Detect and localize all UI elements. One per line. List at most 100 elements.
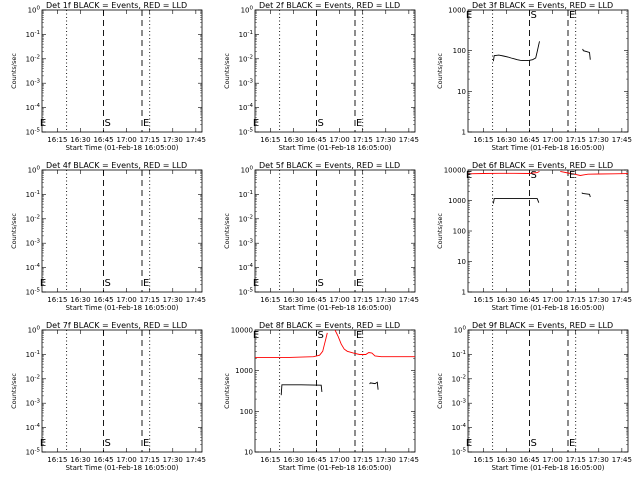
panel-det-9: Det 9f BLACK = Events, RED = LLD 100 10-1 1… [436, 321, 632, 472]
x-tick-label: 17:00 [117, 136, 137, 144]
y-tick-label: 10-1 [239, 190, 253, 199]
event-rate-line [492, 198, 540, 204]
x-tick-label: 17:30 [376, 296, 396, 304]
event-marker-s: S [531, 10, 537, 21]
panel-title: Det 8f BLACK = Events, RED = LLD [259, 321, 400, 330]
event-marker-e: E [466, 10, 472, 21]
x-tick-label: 17:15 [566, 136, 586, 144]
y-axis-label: Counts/sec [436, 53, 444, 89]
y-tick-label: 10 [244, 449, 253, 457]
event-marker-e: E [40, 438, 46, 449]
event-rate-line [369, 381, 379, 390]
x-tick-label: 16:45 [93, 136, 113, 144]
y-tick-label: 10-2 [26, 214, 40, 223]
y-tick-label: 10-4 [26, 263, 41, 272]
y-tick-label: 10-4 [26, 423, 41, 432]
x-tick-label: 16:15 [473, 136, 493, 144]
event-marker-e: E [143, 278, 149, 289]
x-tick-label: 16:30 [496, 296, 516, 304]
x-axis-label: Start Time (01-Feb-18 16:05:00) [278, 144, 391, 152]
x-tick-label: 17:00 [543, 136, 563, 144]
y-tick-label: 10-3 [239, 79, 254, 88]
panel-title: Det 3f BLACK = Events, RED = LLD [472, 1, 613, 10]
x-axis-label: Start Time (01-Feb-18 16:05:00) [278, 464, 391, 472]
x-tick-label: 16:30 [70, 456, 90, 464]
x-tick-label: 17:00 [330, 136, 350, 144]
lld-rate-line [334, 329, 415, 358]
x-tick-label: 16:30 [283, 456, 303, 464]
y-tick-label: 10000 [444, 167, 466, 175]
y-tick-label: 10-2 [239, 54, 253, 63]
panel-det-7: Det 7f BLACK = Events, RED = LLD 100 10-1 1… [10, 321, 206, 472]
x-tick-label: 17:30 [589, 136, 609, 144]
y-tick-label: 10-4 [26, 103, 41, 112]
y-tick-label: 10-3 [26, 239, 41, 248]
event-rate-line [492, 41, 540, 62]
y-tick-label: 10-5 [26, 288, 41, 297]
x-tick-label: 17:30 [589, 296, 609, 304]
event-rate-line [581, 192, 591, 198]
x-axis-label: Start Time (01-Feb-18 16:05:00) [491, 304, 604, 312]
x-tick-label: 16:15 [260, 136, 280, 144]
y-tick-label: 10-3 [452, 399, 467, 408]
panel-title: Det 7f BLACK = Events, RED = LLD [46, 321, 187, 330]
panel-title: Det 9f BLACK = Events, RED = LLD [472, 321, 613, 330]
x-tick-label: 17:30 [163, 296, 183, 304]
event-marker-e: E [143, 118, 149, 129]
x-tick-label: 17:00 [117, 296, 137, 304]
y-tick-label: 100 [453, 47, 466, 55]
x-tick-label: 17:45 [399, 456, 419, 464]
x-tick-label: 17:45 [399, 296, 419, 304]
y-axis-label: Counts/sec [10, 53, 18, 89]
y-tick-label: 10-5 [26, 448, 41, 457]
y-tick-label: 10-2 [26, 374, 40, 383]
x-tick-label: 17:30 [376, 136, 396, 144]
event-marker-e: E [40, 278, 46, 289]
panel-det-2: Det 2f BLACK = Events, RED = LLD 100 10-1 1… [223, 1, 419, 152]
event-marker-e: E [143, 438, 149, 449]
y-tick-label: 10 [457, 258, 466, 266]
x-tick-label: 16:45 [306, 296, 326, 304]
event-marker-s: S [318, 330, 324, 341]
event-rate-line [582, 48, 591, 60]
event-marker-s: S [318, 278, 324, 289]
y-axis-label: Counts/sec [10, 213, 18, 249]
lld-rate-line [560, 170, 629, 176]
x-tick-label: 17:30 [589, 456, 609, 464]
y-tick-label: 10-1 [26, 190, 40, 199]
y-tick-label: 1 [462, 289, 466, 297]
x-tick-label: 17:45 [186, 456, 206, 464]
y-tick-label: 10000 [231, 327, 253, 335]
panel-det-1: Det 1f BLACK = Events, RED = LLD 100 10-1 1… [10, 1, 206, 152]
y-tick-label: 10-5 [26, 128, 41, 137]
plot-frame [41, 9, 203, 133]
x-tick-label: 16:15 [260, 456, 280, 464]
panel-title: Det 4f BLACK = Events, RED = LLD [46, 161, 187, 170]
x-tick-label: 17:30 [376, 456, 396, 464]
x-tick-label: 17:15 [140, 136, 160, 144]
x-tick-label: 17:45 [612, 456, 632, 464]
x-tick-label: 17:45 [399, 136, 419, 144]
lld-rate-line [467, 171, 540, 175]
event-marker-s: S [531, 438, 537, 449]
y-tick-label: 10-1 [239, 30, 253, 39]
x-axis-label: Start Time (01-Feb-18 16:05:00) [65, 464, 178, 472]
x-tick-label: 17:45 [612, 136, 632, 144]
x-tick-label: 17:15 [353, 296, 373, 304]
y-axis-label: Counts/sec [436, 213, 444, 249]
y-tick-label: 10-1 [26, 350, 40, 359]
panel-title: Det 1f BLACK = Events, RED = LLD [46, 1, 187, 10]
x-tick-label: 17:30 [163, 456, 183, 464]
y-tick-label: 1000 [448, 197, 466, 205]
x-tick-label: 17:00 [330, 456, 350, 464]
y-axis-label: Counts/sec [223, 373, 231, 409]
y-tick-label: 100 [454, 326, 467, 335]
x-tick-label: 17:45 [186, 296, 206, 304]
plot-frame [467, 169, 629, 293]
plot-frame [254, 329, 416, 453]
x-axis-label: Start Time (01-Feb-18 16:05:00) [491, 464, 604, 472]
x-tick-label: 16:30 [283, 136, 303, 144]
x-tick-label: 17:45 [186, 136, 206, 144]
y-tick-label: 10-1 [26, 30, 40, 39]
